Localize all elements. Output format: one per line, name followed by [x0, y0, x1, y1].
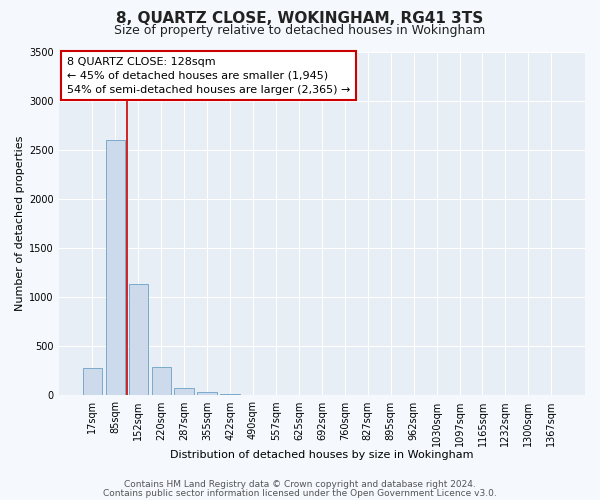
Bar — [175, 388, 194, 396]
Bar — [197, 392, 217, 396]
Text: 8, QUARTZ CLOSE, WOKINGHAM, RG41 3TS: 8, QUARTZ CLOSE, WOKINGHAM, RG41 3TS — [116, 11, 484, 26]
Bar — [152, 367, 171, 396]
Text: Size of property relative to detached houses in Wokingham: Size of property relative to detached ho… — [115, 24, 485, 37]
Y-axis label: Number of detached properties: Number of detached properties — [15, 136, 25, 311]
Text: Contains public sector information licensed under the Open Government Licence v3: Contains public sector information licen… — [103, 489, 497, 498]
X-axis label: Distribution of detached houses by size in Wokingham: Distribution of detached houses by size … — [170, 450, 473, 460]
Bar — [106, 140, 125, 396]
Text: 8 QUARTZ CLOSE: 128sqm
← 45% of detached houses are smaller (1,945)
54% of semi-: 8 QUARTZ CLOSE: 128sqm ← 45% of detached… — [67, 56, 350, 94]
Bar — [128, 284, 148, 396]
Text: Contains HM Land Registry data © Crown copyright and database right 2024.: Contains HM Land Registry data © Crown c… — [124, 480, 476, 489]
Bar — [220, 394, 240, 396]
Bar — [83, 368, 102, 396]
